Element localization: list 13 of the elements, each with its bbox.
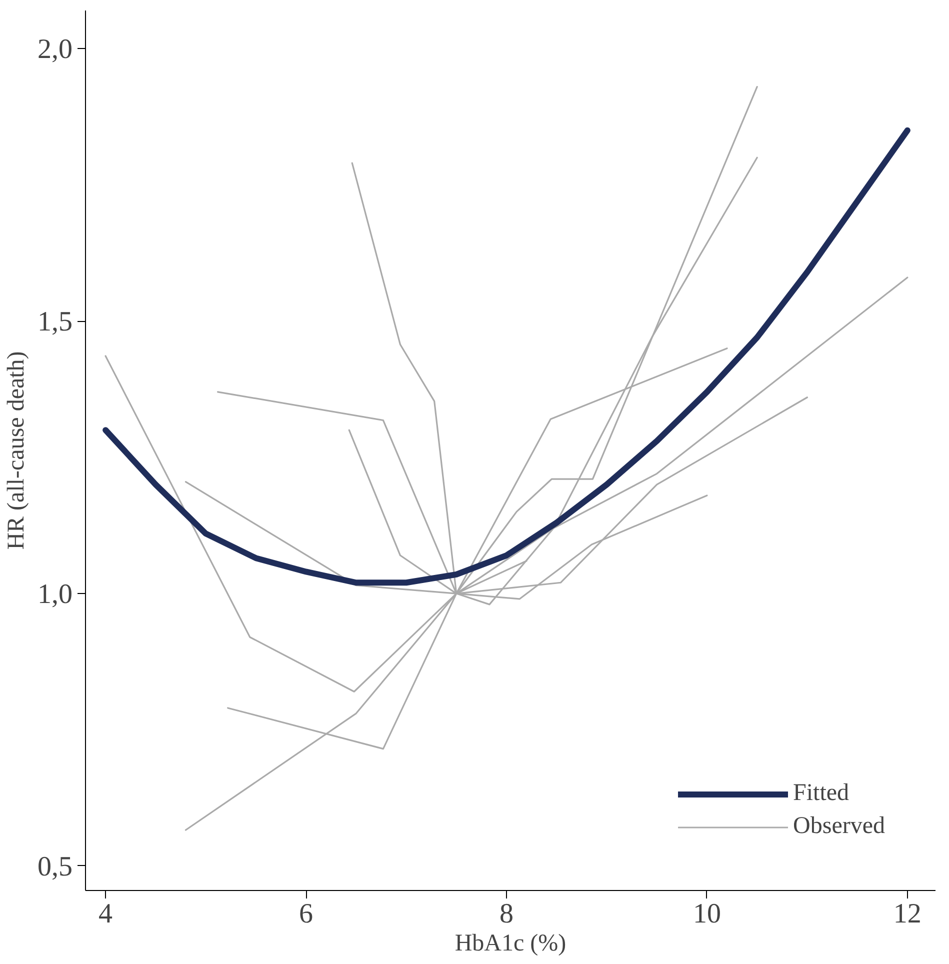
x-tick-label: 12 xyxy=(893,898,922,930)
x-tick-label: 4 xyxy=(98,898,113,930)
y-tick-label: 2,0 xyxy=(38,34,72,66)
x-tick-label: 6 xyxy=(299,898,314,930)
legend-label: Observed xyxy=(793,813,885,840)
y-tick-label: 1,5 xyxy=(38,306,72,338)
x-tick-label: 10 xyxy=(692,898,721,930)
x-tick-label: 8 xyxy=(499,898,514,930)
x-axis-title: HbA1c (%) xyxy=(454,930,566,956)
y-axis-title: HR (all-cause death) xyxy=(4,351,30,550)
legend-label: Fitted xyxy=(793,780,850,807)
y-tick-label: 0,5 xyxy=(38,851,72,882)
y-tick-label: 1,0 xyxy=(38,579,72,610)
